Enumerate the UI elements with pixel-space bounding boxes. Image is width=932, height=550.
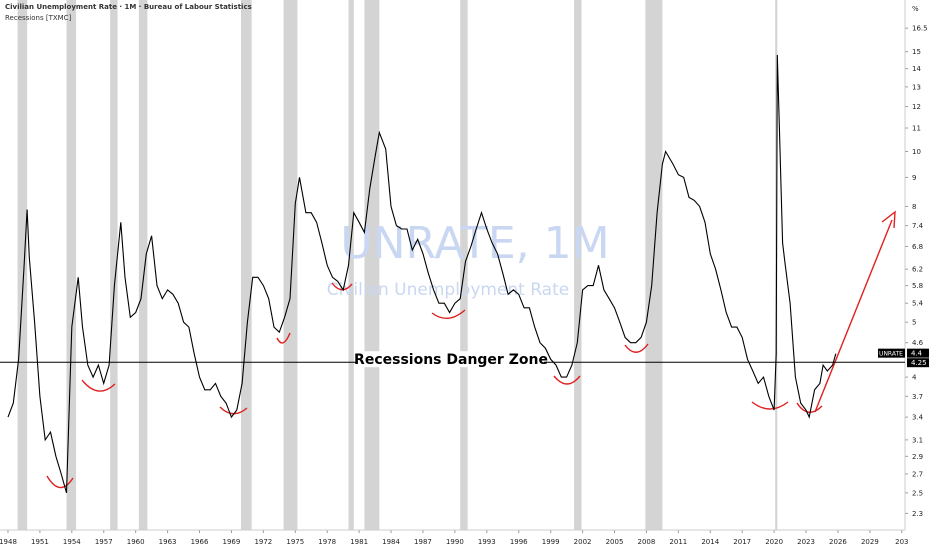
x-tick-label: 1960 [127,538,145,546]
x-tick-label: 2008 [638,538,656,546]
y-tick-label: 2.3 [912,510,923,518]
y-tick-label: 16.5 [912,25,928,33]
y-tick-label: 2.7 [912,470,923,478]
recession-band [574,0,582,530]
series-line [7,54,837,494]
low-marker [219,406,248,415]
annotation: Recessions Danger Zone [354,352,548,368]
price-box [907,358,929,368]
annotation-bg [358,351,544,368]
x-tick-label: 1978 [318,538,336,546]
y-tick-label: 11 [912,125,921,133]
low-marker [796,402,823,413]
watermark: UNRATE, 1M [340,218,609,269]
y-tick-label: 15 [912,48,921,56]
recession-bands [17,0,778,530]
low-marker [276,332,291,344]
danger-value-label: 4.25 [911,359,927,367]
x-tick-label: 2020 [765,538,783,546]
recession-band [645,0,663,530]
x-tick-label: 1975 [286,538,304,546]
x-tick-label: 1987 [414,538,432,546]
low-marker [46,475,74,489]
y-tick-label: 4 [912,374,917,382]
y-tick-label: 7.4 [912,222,924,230]
x-tick-label: 203 [895,538,908,546]
x-tick-label: 1972 [254,538,272,546]
x-tick-label: 1948 [0,538,17,546]
y-tick-label: 6.8 [912,243,923,251]
x-tick-label: 2005 [606,538,624,546]
trend-arrow [814,219,893,413]
price-label-box [878,348,905,358]
recession-band [460,0,468,530]
chart-title: Civilian Unemployment Rate · 1M · Bureau… [5,3,252,11]
low-marker [751,401,789,410]
x-tick-label: 2002 [574,538,592,546]
low-marker [81,379,116,392]
x-tick-label: 1990 [446,538,464,546]
y-tick-label: 13 [912,83,921,91]
y-tick-label: 3.1 [912,436,923,444]
recession-band [110,0,118,530]
chart-subtitle: Recessions [TXMC] [5,14,72,22]
watermark-subtitle: Civilian Unemployment Rate [327,280,569,300]
price-box [907,348,929,358]
x-tick-label: 1996 [510,538,528,546]
y-tick-label: 8 [912,203,916,211]
x-tick-label: 1984 [382,538,400,546]
x-tick-label: 2017 [733,538,751,546]
y-tick-label: 3.4 [912,414,924,422]
y-unit: % [912,5,919,13]
y-tick-label: 5.8 [912,282,923,290]
y-tick-label: 2.9 [912,453,923,461]
x-tick-label: 1951 [31,538,49,546]
recession-band [66,0,77,530]
x-tick-label: 2014 [701,538,719,546]
recession-band [241,0,252,530]
y-tick-label: 9 [912,174,916,182]
x-tick-label: 1969 [223,538,241,546]
recession-band [283,0,298,530]
x-tick-label: 1954 [63,538,81,546]
x-tick-label: 1957 [95,538,113,546]
y-tick-label: 5.4 [912,300,924,308]
low-marker [553,375,581,385]
low-marker [431,309,466,319]
series-label: UNRATE [879,351,903,358]
trend-arrow-head [881,210,896,229]
recession-band [138,0,148,530]
y-tick-label: 12 [912,103,921,111]
y-tick-label: 10 [912,148,921,156]
low-marker [331,282,353,291]
x-tick-label: 1981 [350,538,368,546]
y-tick-label: 5 [912,319,916,327]
y-tick-label: 14 [912,65,921,73]
y-tick-label: 2.5 [912,489,923,497]
x-tick-label: 1966 [191,538,209,546]
recession-band [17,0,28,530]
recession-band [364,0,380,530]
low-markers [46,210,896,489]
x-tick-label: 1993 [478,538,496,546]
low-marker [624,343,649,353]
y-tick-label: 6.2 [912,266,923,274]
x-tick-label: 1963 [159,538,177,546]
x-tick-label: 2029 [861,538,879,546]
x-tick-label: 2026 [829,538,847,546]
y-tick-label: 4.6 [912,339,924,347]
last-value-label: 4.4 [911,350,923,358]
x-tick-label: 1999 [542,538,560,546]
y-tick-label: 3.7 [912,393,923,401]
x-tick-label: 2011 [669,538,687,546]
x-tick-label: 2023 [797,538,815,546]
recession-band [348,0,354,530]
